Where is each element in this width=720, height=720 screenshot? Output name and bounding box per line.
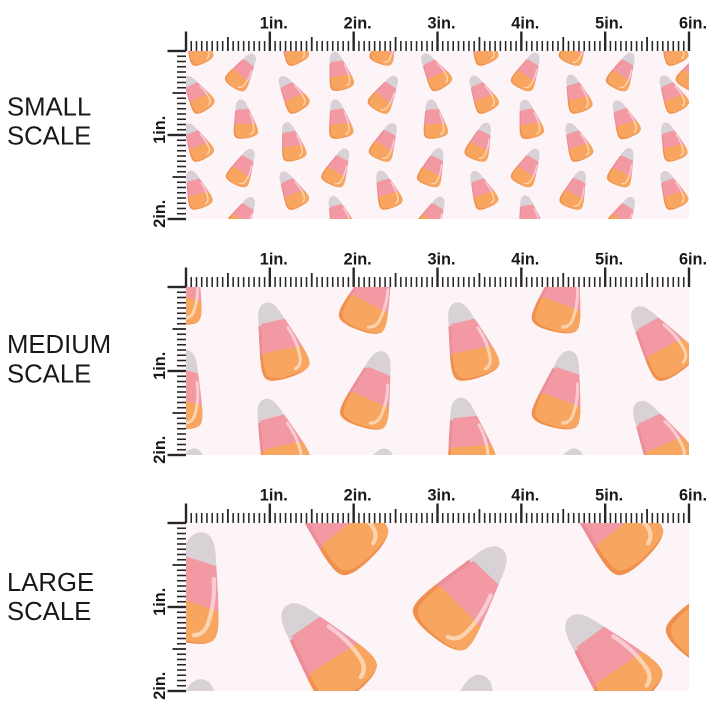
- svg-text:MEDIUMSCALE: MEDIUM SCALE: [7, 331, 111, 388]
- svg-text:SMALLSCALE: SMALL SCALE: [7, 93, 91, 150]
- svg-text:LARGESCALE: LARGE SCALE: [7, 569, 94, 626]
